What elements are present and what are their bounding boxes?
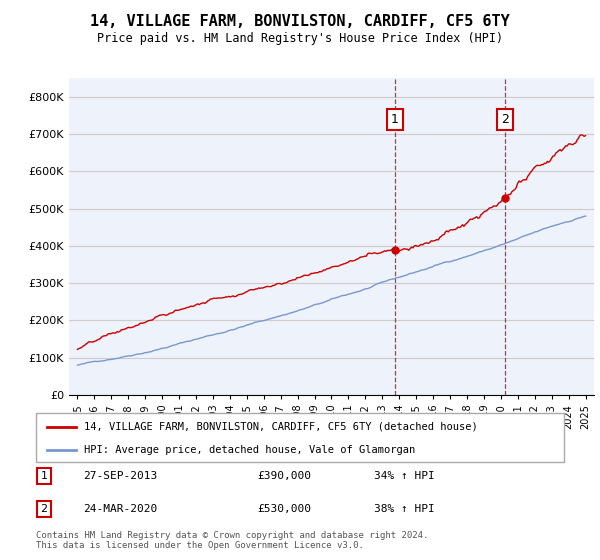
Text: 24-MAR-2020: 24-MAR-2020: [83, 504, 158, 514]
Text: 1: 1: [391, 113, 399, 126]
Text: 2: 2: [501, 113, 509, 126]
Text: 38% ↑ HPI: 38% ↑ HPI: [374, 504, 434, 514]
FancyBboxPatch shape: [36, 413, 564, 462]
Text: 2: 2: [40, 504, 47, 514]
Text: Contains HM Land Registry data © Crown copyright and database right 2024.
This d: Contains HM Land Registry data © Crown c…: [36, 530, 428, 550]
Text: 27-SEP-2013: 27-SEP-2013: [83, 471, 158, 481]
Text: £530,000: £530,000: [258, 504, 312, 514]
Text: 14, VILLAGE FARM, BONVILSTON, CARDIFF, CF5 6TY (detached house): 14, VILLAGE FARM, BONVILSTON, CARDIFF, C…: [83, 422, 477, 432]
Text: HPI: Average price, detached house, Vale of Glamorgan: HPI: Average price, detached house, Vale…: [83, 445, 415, 455]
Text: £390,000: £390,000: [258, 471, 312, 481]
Text: 34% ↑ HPI: 34% ↑ HPI: [374, 471, 434, 481]
Text: 14, VILLAGE FARM, BONVILSTON, CARDIFF, CF5 6TY: 14, VILLAGE FARM, BONVILSTON, CARDIFF, C…: [90, 14, 510, 29]
Text: Price paid vs. HM Land Registry's House Price Index (HPI): Price paid vs. HM Land Registry's House …: [97, 32, 503, 45]
Text: 1: 1: [40, 471, 47, 481]
